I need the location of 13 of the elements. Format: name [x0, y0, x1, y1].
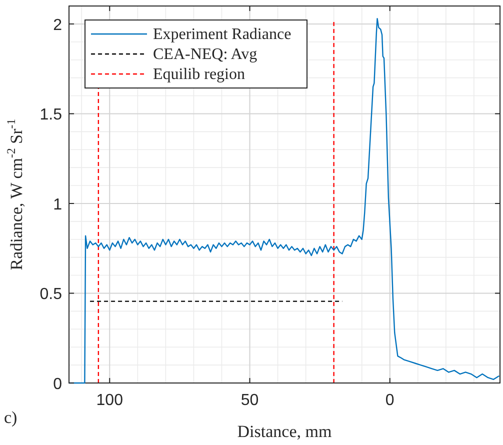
text: c)	[4, 408, 18, 427]
y-tick-label: 1.5	[40, 106, 62, 124]
y-tick-label: 0	[53, 376, 62, 393]
legend-label: Experiment Radiance	[153, 26, 292, 43]
y-tick-label: 1	[53, 196, 62, 214]
y-tick-label: 2	[53, 16, 62, 34]
ref-line-label: Equilib region	[153, 66, 245, 83]
x-axis-title: Distance, mm	[237, 422, 332, 441]
x-tick-label: 100	[96, 392, 124, 409]
x-tick-label: 0	[385, 392, 394, 409]
x-tick-label: 50	[240, 392, 259, 409]
y-tick-label: 0.5	[40, 286, 62, 304]
legend-label: CEA-NEQ: Avg	[153, 46, 258, 63]
